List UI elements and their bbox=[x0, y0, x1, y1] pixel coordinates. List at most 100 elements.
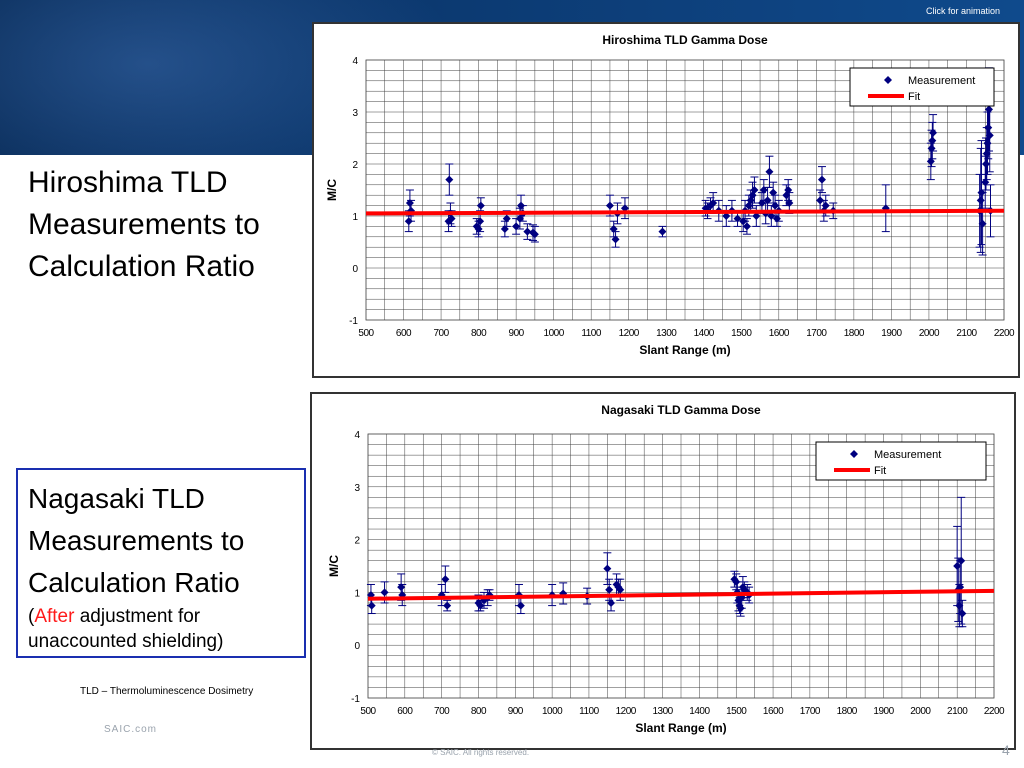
measurement-point bbox=[515, 214, 524, 223]
x-tick-label: 900 bbox=[509, 328, 525, 339]
measurement-point bbox=[709, 199, 718, 207]
measurement-point bbox=[730, 575, 739, 584]
x-tick-label: 1200 bbox=[616, 706, 637, 717]
measurement-point bbox=[441, 575, 450, 584]
nagasaki-chart: Nagasaki TLD Gamma Dose -1 0 1 2 3 4 500 600 700 8… bbox=[327, 403, 1006, 735]
measurement-point bbox=[443, 601, 452, 610]
x-tick-label: 900 bbox=[508, 706, 524, 717]
measurement-point bbox=[476, 201, 485, 210]
measurement-point bbox=[516, 601, 525, 610]
measurement-point bbox=[445, 175, 454, 184]
measurement-point bbox=[742, 222, 751, 231]
animation-link[interactable]: Click for animation bbox=[925, 6, 1000, 16]
measurement-point bbox=[957, 556, 966, 565]
legend-measurement-label: Measurement bbox=[874, 449, 941, 461]
measurement-point bbox=[739, 217, 748, 226]
measurement-point bbox=[746, 196, 755, 205]
measurement-point bbox=[476, 217, 485, 226]
measurement-point bbox=[752, 212, 761, 220]
fit-line bbox=[365, 208, 1005, 216]
y-tick-label: 4 bbox=[354, 430, 360, 441]
hiroshima-label-line-1: Hiroshima TLD bbox=[28, 166, 228, 199]
measurement-point bbox=[523, 227, 532, 236]
measurement-point bbox=[748, 191, 757, 200]
measurement-point bbox=[706, 201, 715, 210]
hiroshima-chart-panel: Hiroshima TLD Gamma Dose -1 0 1 2 3 4 500 600 700… bbox=[312, 22, 1020, 378]
measurement-point bbox=[958, 609, 967, 618]
y-axis-label: M/C bbox=[325, 179, 339, 201]
x-tick-label: 1500 bbox=[726, 706, 747, 717]
note-after-highlight: After bbox=[34, 606, 75, 627]
measurement-point bbox=[603, 564, 612, 573]
x-tick-label: 500 bbox=[360, 706, 376, 717]
x-tick-label: 600 bbox=[397, 706, 413, 717]
measurement-point bbox=[976, 196, 985, 205]
x-tick-label: 2000 bbox=[910, 706, 931, 717]
measurement-point bbox=[516, 201, 525, 210]
site-link[interactable]: SAIC.com bbox=[104, 724, 158, 735]
measurement-point bbox=[447, 214, 456, 223]
legend-fit-label: Fit bbox=[874, 465, 886, 477]
measurement-point bbox=[614, 583, 623, 592]
measurement-point bbox=[926, 157, 935, 166]
measurement-point bbox=[982, 149, 991, 158]
x-tick-label: 1400 bbox=[694, 328, 715, 339]
x-tick-label: 1900 bbox=[881, 328, 902, 339]
y-tick-label: 4 bbox=[352, 56, 358, 67]
x-tick-label: 1100 bbox=[581, 328, 601, 339]
y-tick-label: 2 bbox=[354, 536, 360, 547]
measurement-point bbox=[512, 222, 521, 231]
measurement-point bbox=[785, 199, 794, 207]
measurement-point bbox=[817, 175, 826, 184]
nagasaki-note-line-2: unaccounted shielding) bbox=[28, 631, 224, 652]
footnote: TLD – Thermoluminescence Dosimetry bbox=[80, 686, 254, 697]
measurement-point bbox=[767, 212, 776, 220]
x-tick-label: 700 bbox=[434, 706, 450, 717]
nagasaki-label-line-2: Measurements to bbox=[28, 525, 245, 556]
legend-measurement-marker bbox=[850, 450, 858, 458]
y-tick-label: 0 bbox=[352, 264, 358, 275]
measurement-point bbox=[476, 601, 485, 610]
measurement-point bbox=[981, 178, 990, 187]
hiroshima-label: Hiroshima TLD Measurements to Calculatio… bbox=[28, 162, 260, 288]
measurement-point bbox=[607, 598, 616, 607]
x-tick-label: 2200 bbox=[984, 706, 1005, 717]
measurement-point bbox=[759, 186, 768, 194]
measurement-point bbox=[732, 577, 741, 586]
y-tick-label: -1 bbox=[349, 316, 358, 327]
measurement-point bbox=[736, 604, 745, 613]
measurement-point bbox=[985, 131, 994, 140]
x-tick-label: 1400 bbox=[689, 706, 710, 717]
measurement-point bbox=[620, 204, 629, 213]
x-tick-label: 1300 bbox=[656, 328, 677, 339]
measurement-point bbox=[605, 585, 614, 594]
measurement-point bbox=[397, 583, 406, 592]
x-tick-label: 1800 bbox=[837, 706, 858, 717]
measurement-point bbox=[367, 601, 376, 610]
measurement-point bbox=[605, 201, 614, 210]
x-tick-label: 1100 bbox=[579, 706, 599, 717]
measurement-point bbox=[757, 199, 766, 207]
x-tick-label: 2100 bbox=[947, 706, 968, 717]
hiroshima-label-line-3: Calculation Ratio bbox=[28, 250, 255, 283]
measurement-point bbox=[981, 160, 990, 168]
x-tick-label: 1700 bbox=[806, 328, 827, 339]
x-axis-label: Slant Range (m) bbox=[639, 343, 730, 357]
legend-box bbox=[849, 67, 995, 107]
measurement-point bbox=[502, 214, 511, 223]
legend-fit-label: Fit bbox=[908, 91, 920, 103]
measurement-point bbox=[821, 201, 830, 210]
measurement-point bbox=[977, 188, 986, 197]
x-axis-label: Slant Range (m) bbox=[635, 721, 726, 735]
x-tick-label: 1300 bbox=[652, 706, 673, 717]
nagasaki-chart-panel: Nagasaki TLD Gamma Dose -1 0 1 2 3 4 500 600 700 8… bbox=[310, 392, 1016, 750]
measurement-point bbox=[772, 214, 781, 223]
y-tick-label: 2 bbox=[352, 160, 358, 171]
fit-line bbox=[367, 588, 995, 601]
chart-title: Nagasaki TLD Gamma Dose bbox=[601, 403, 761, 417]
legend-box bbox=[815, 441, 987, 481]
measurement-point bbox=[955, 601, 964, 610]
measurement-point bbox=[500, 225, 509, 233]
measurement-point bbox=[611, 235, 620, 244]
x-tick-label: 2000 bbox=[919, 328, 940, 339]
